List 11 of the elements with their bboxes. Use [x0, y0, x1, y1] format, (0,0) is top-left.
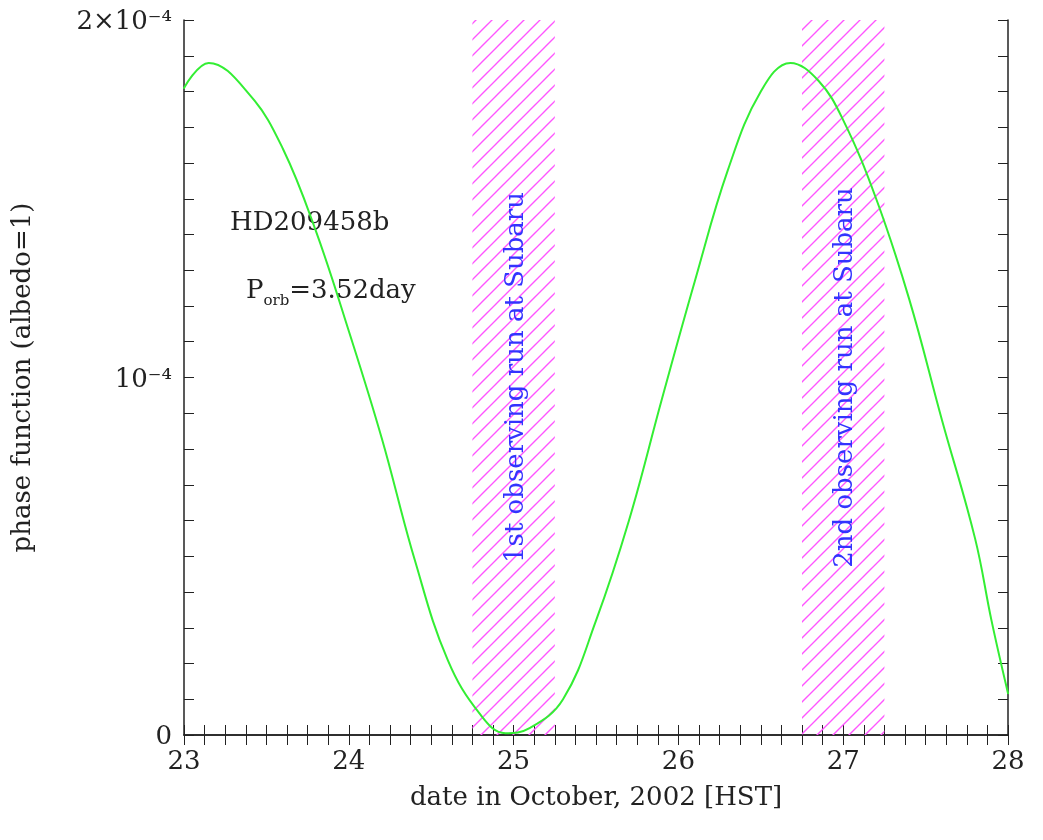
x-tick-label: 28: [991, 745, 1025, 775]
x-axis-title: date in October, 2002 [HST]: [409, 781, 783, 811]
x-tick-label: 25: [497, 745, 531, 775]
x-tick-label: 26: [661, 745, 695, 775]
band-label: 2nd observing run at Subaru: [828, 187, 859, 568]
x-tick-label: 24: [332, 745, 366, 775]
y-tick-label: 10⁻⁴: [114, 362, 172, 393]
y-axis-title: phase function (albedo=1): [6, 202, 36, 553]
y-tick-label: 2×10⁻⁴: [76, 5, 172, 35]
x-tick-label: 27: [826, 745, 860, 775]
band-label: 1st observing run at Subaru: [498, 192, 529, 563]
